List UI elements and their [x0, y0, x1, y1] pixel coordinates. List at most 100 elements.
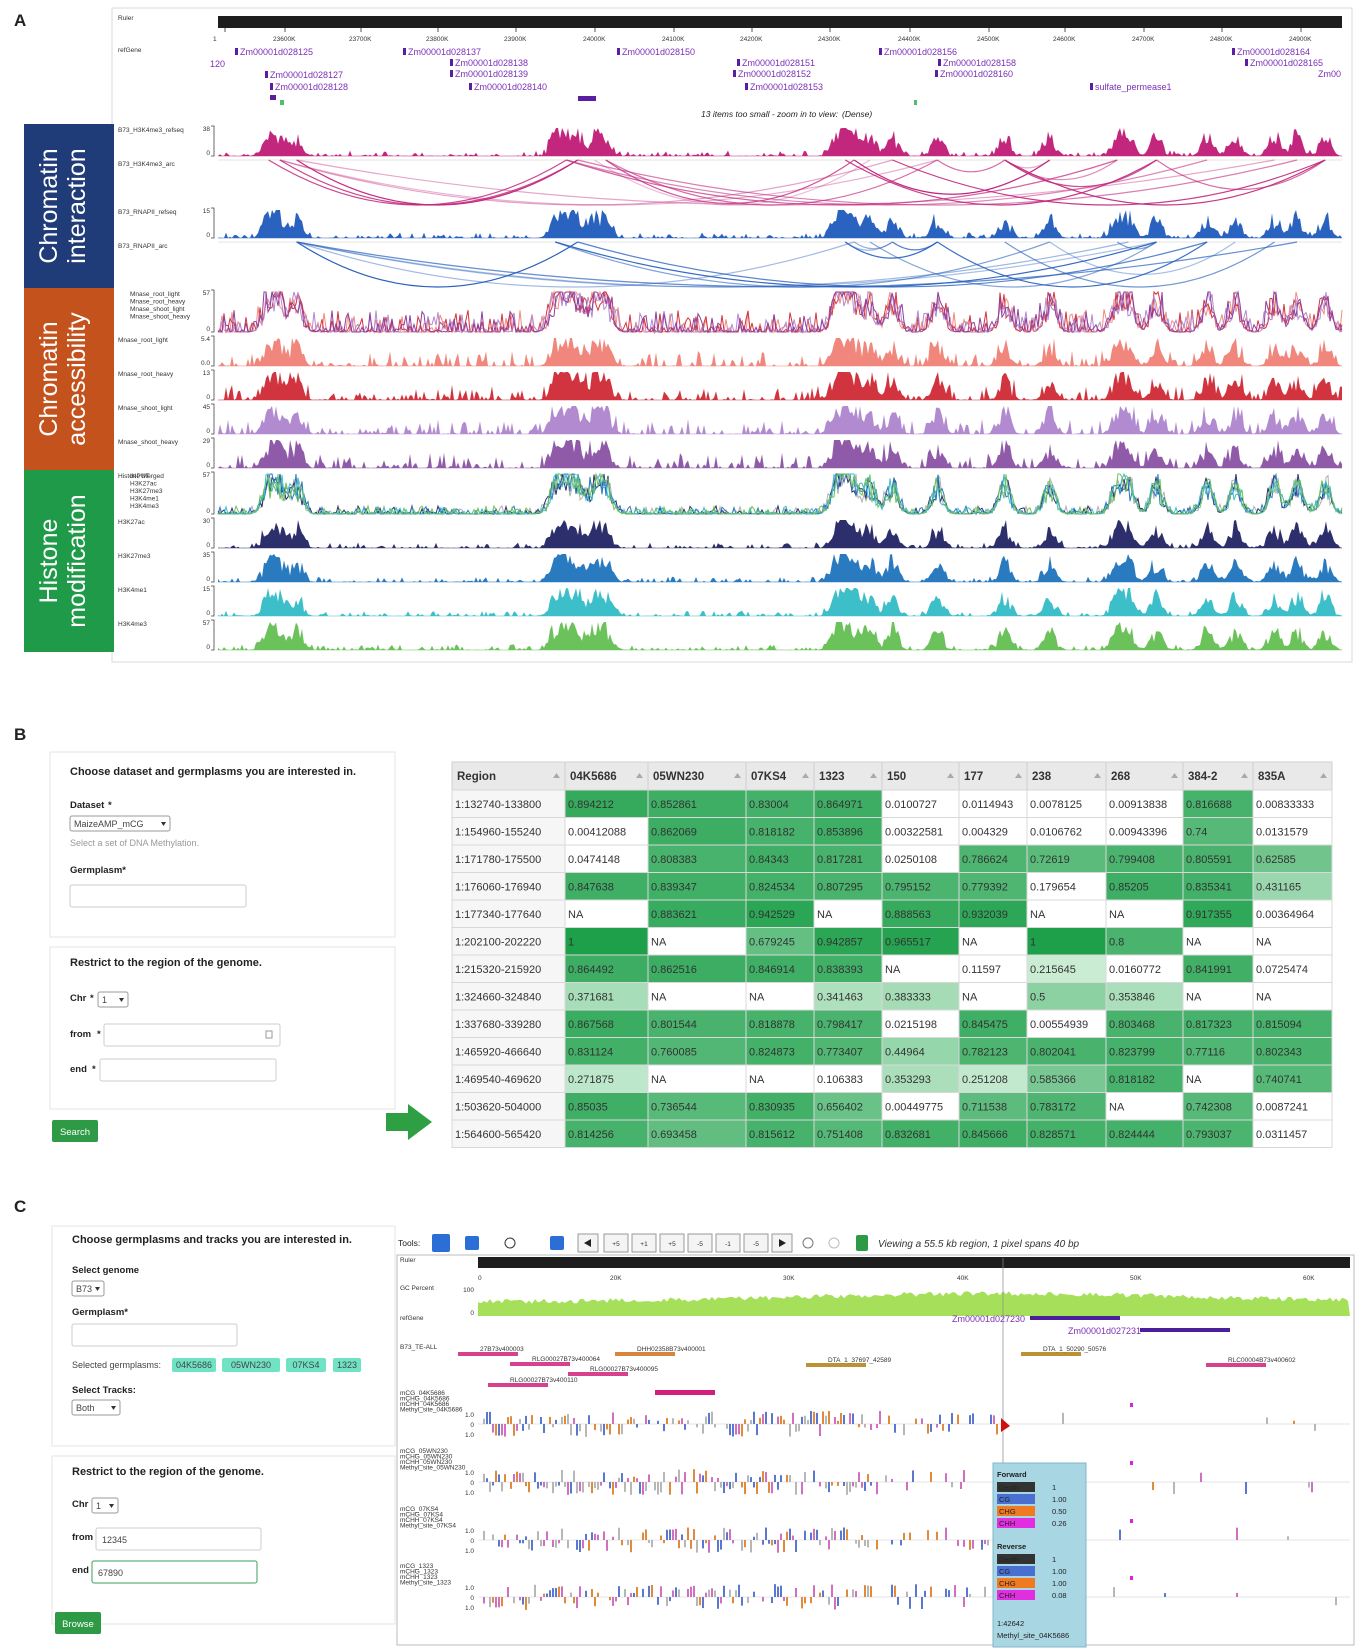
methyl-bar [681, 1418, 683, 1424]
methyl-bar [705, 1470, 707, 1482]
methyl-bar [519, 1473, 521, 1482]
select[interactable] [91, 1497, 119, 1514]
column-header[interactable] [1252, 761, 1333, 791]
te-name: DTA_1_50290_50576 [1043, 1346, 1107, 1353]
methyl-bar [546, 1482, 548, 1489]
methyl-bar [855, 1540, 857, 1544]
tool-button[interactable] [432, 1234, 450, 1252]
field-label: Germplasm* [72, 1307, 128, 1318]
track-name: GC Percent [400, 1285, 434, 1292]
cell-text: 0.0106762 [1030, 827, 1082, 839]
methyl-bar [555, 1419, 557, 1424]
methyl-bar [510, 1416, 512, 1424]
tool-button[interactable] [550, 1236, 564, 1250]
signal-line [217, 472, 1343, 516]
methyl-bar [513, 1473, 515, 1482]
cell-text: NA [651, 992, 667, 1004]
methyl-bar [573, 1597, 575, 1604]
nav-button-label: +5 [668, 1241, 676, 1248]
nav-button[interactable] [631, 1233, 657, 1253]
redo-icon[interactable] [828, 1237, 840, 1249]
table-cell [564, 872, 649, 901]
nav-button[interactable] [743, 1233, 769, 1253]
undo-icon[interactable] [802, 1237, 814, 1249]
select[interactable] [71, 1280, 105, 1297]
methyl-bar [762, 1414, 764, 1424]
methyl-bar [861, 1482, 863, 1488]
germplasm-chip[interactable] [333, 1358, 361, 1372]
methyl-bar [825, 1536, 827, 1540]
cell-text: 0.818878 [749, 1019, 795, 1031]
methyl-bar [588, 1415, 590, 1424]
button[interactable] [55, 1612, 101, 1634]
cell-text: 0.8 [1109, 937, 1124, 949]
scale-label: 57 [203, 472, 211, 479]
methyl-bar [558, 1540, 560, 1544]
methyl-bar [699, 1597, 701, 1606]
methyl-bar [834, 1530, 836, 1540]
button-label: Browse [62, 1619, 94, 1630]
text-input[interactable] [71, 1323, 238, 1347]
nav-button[interactable] [715, 1233, 741, 1253]
tool-button[interactable] [465, 1236, 479, 1250]
button[interactable] [52, 1120, 98, 1142]
te-name: 27B73v400003 [480, 1346, 524, 1353]
nav-button[interactable] [603, 1233, 629, 1253]
methyl-bar [855, 1591, 857, 1597]
methyl-bar [651, 1584, 653, 1597]
methyl-bar [732, 1424, 734, 1437]
select[interactable] [97, 991, 129, 1008]
track-name: B73_H3K4me3_arc [118, 161, 175, 168]
cell-text: 0.801544 [651, 1019, 697, 1031]
methyl-bar [810, 1597, 812, 1604]
methyl-bar [591, 1589, 593, 1597]
column-header[interactable] [451, 761, 566, 791]
germplasm-chip[interactable] [286, 1358, 326, 1372]
select[interactable] [69, 815, 171, 832]
text-input[interactable] [103, 1023, 281, 1047]
section-title: accessibility [63, 312, 91, 446]
tooltip-value: 1.00 [1052, 1495, 1067, 1504]
gene-glyph [450, 70, 453, 77]
table-cell [745, 844, 815, 873]
text-input[interactable] [99, 1058, 277, 1082]
tooltip-swatch [997, 1494, 1035, 1504]
methyl-bar [666, 1418, 668, 1424]
column-header[interactable] [745, 761, 815, 791]
methyl-bar [876, 1540, 878, 1550]
nav-button[interactable] [687, 1233, 713, 1253]
select[interactable] [71, 1399, 121, 1416]
germplasm-chip[interactable] [172, 1358, 216, 1372]
cell-text: 0.798417 [817, 1019, 863, 1031]
cell-text: 1:154960-155240 [455, 827, 541, 839]
table-cell [958, 927, 1028, 956]
methyl-bar [669, 1597, 671, 1602]
text-input[interactable] [91, 1560, 258, 1584]
column-header[interactable] [881, 761, 960, 791]
methyl-bar [948, 1590, 950, 1597]
methyl-bar [921, 1597, 923, 1609]
zoom-icon[interactable] [504, 1237, 516, 1249]
scale-bracket [211, 517, 215, 549]
text-input[interactable] [95, 1527, 262, 1551]
methyl-bar [618, 1477, 620, 1482]
gene-name: Zm00001d028139 [455, 69, 528, 79]
methyl-bar [693, 1529, 695, 1540]
tooltip-swatch [997, 1554, 1035, 1564]
text-input[interactable] [69, 884, 247, 908]
methyl-bar [963, 1597, 965, 1607]
germplasm-chip[interactable] [222, 1358, 280, 1372]
nav-button[interactable] [659, 1233, 685, 1253]
cell-text: 0.862069 [651, 827, 697, 839]
methyl-bar [525, 1597, 527, 1610]
table-cell [647, 1064, 747, 1093]
table-cell [745, 1064, 815, 1093]
methyl-bar [705, 1592, 707, 1597]
select-value: Both [76, 1403, 95, 1413]
cell-text: 0.5 [1030, 992, 1045, 1004]
chip-label: 04K5686 [176, 1360, 212, 1370]
arc [844, 241, 938, 259]
methyl-bar [972, 1413, 974, 1424]
highlight-button[interactable] [856, 1235, 868, 1251]
